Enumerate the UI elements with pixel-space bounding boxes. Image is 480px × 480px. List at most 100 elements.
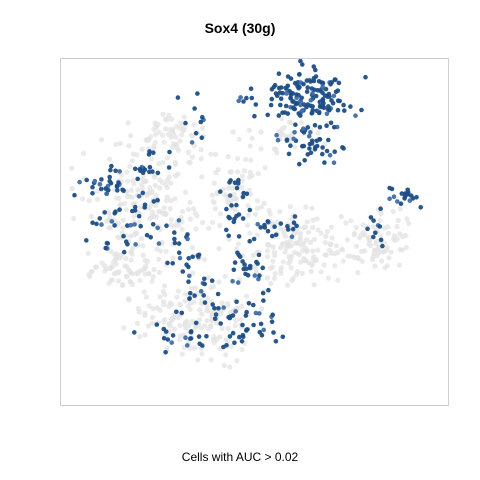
cell-point-high [320, 84, 326, 89]
cell-point-low [391, 233, 397, 239]
cell-point-low [303, 204, 309, 210]
cell-point-high [335, 88, 341, 93]
cell-point-low [137, 334, 143, 340]
cell-point-low [304, 219, 310, 225]
cell-point-low [124, 169, 130, 175]
cell-point-low [114, 253, 120, 259]
cell-point-low [302, 224, 308, 230]
cell-point-low [111, 271, 118, 277]
cell-point-high [313, 93, 319, 99]
cell-point-low [191, 122, 197, 128]
cell-point-high [151, 150, 156, 155]
cell-point-low [301, 240, 307, 246]
cell-point-high [306, 133, 312, 139]
cell-point-high [213, 312, 219, 317]
cell-point-high [117, 169, 122, 174]
cell-point-high [209, 278, 215, 283]
cell-point-low [239, 178, 245, 184]
cell-point-high [99, 177, 104, 182]
cell-point-high [254, 259, 259, 265]
cell-point-low [276, 128, 282, 134]
cell-point-low [169, 116, 175, 122]
cell-point-high [414, 195, 419, 200]
cell-point-high [172, 240, 178, 246]
cell-point-high [328, 120, 334, 126]
cell-point-low [229, 185, 235, 191]
cell-point-low [142, 310, 148, 316]
cell-point-low [130, 177, 136, 184]
cell-point-high [313, 67, 318, 73]
cell-point-low [258, 204, 264, 210]
cell-point-high [309, 110, 315, 116]
cell-point-low [174, 294, 180, 300]
cell-point-low [146, 303, 152, 309]
cell-point-low [206, 225, 212, 231]
cell-point-high [167, 149, 172, 155]
cell-point-low [107, 214, 113, 220]
cell-point-high [186, 256, 191, 261]
cell-point-low [232, 207, 238, 213]
cell-point-low [404, 216, 410, 222]
cell-point-low [264, 248, 271, 254]
cell-point-low [370, 224, 376, 230]
cell-point-high [230, 278, 235, 284]
cell-point-high [94, 221, 99, 227]
cell-point-high [284, 91, 289, 96]
cell-point-high [293, 122, 298, 127]
cell-point-high [232, 260, 238, 265]
cell-point-low [115, 278, 122, 284]
cell-point-high [327, 94, 332, 99]
cell-point-low [149, 188, 155, 194]
cell-point-low [144, 192, 150, 198]
cell-point-low [235, 155, 241, 162]
cell-point-low [232, 323, 238, 329]
cell-point-high [251, 302, 256, 308]
cell-point-high [301, 81, 306, 87]
cell-point-low [182, 298, 188, 304]
cell-point-high [331, 124, 337, 130]
cell-point-high [285, 224, 290, 229]
cell-point-low [69, 185, 75, 192]
cell-point-high [234, 185, 240, 191]
cell-point-high [115, 188, 120, 193]
cell-point-high [109, 163, 114, 169]
cell-point-high [243, 271, 248, 277]
cell-point-low [250, 252, 256, 258]
cell-point-low [168, 222, 174, 228]
cell-point-low [332, 263, 338, 269]
cell-point-low [149, 314, 156, 321]
cell-point-high [320, 151, 325, 157]
cell-point-low [216, 279, 222, 285]
cell-point-low [323, 233, 329, 239]
cell-point-low [177, 301, 183, 308]
cell-point-high [235, 280, 241, 285]
cell-point-low [338, 214, 344, 220]
cell-point-low [179, 132, 185, 138]
cell-point-low [259, 306, 265, 312]
cell-point-low [299, 119, 305, 126]
cell-point-low [199, 311, 205, 317]
cell-point-low [372, 263, 378, 269]
cell-point-high [285, 83, 291, 89]
cell-point-high [284, 137, 290, 143]
cell-point-low [128, 257, 134, 263]
cell-point-low [245, 212, 251, 218]
cell-point-low [328, 242, 334, 248]
cell-point-low [318, 230, 324, 236]
cell-point-low [166, 321, 172, 327]
cell-point-high [113, 168, 118, 174]
cell-point-low [182, 319, 188, 325]
cell-point-low [367, 237, 373, 244]
cell-point-high [274, 132, 279, 138]
cell-point-low [296, 252, 303, 258]
cell-point-high [138, 223, 143, 229]
cell-point-low [348, 218, 354, 224]
cell-point-low [216, 246, 222, 252]
cell-point-high [292, 130, 297, 135]
cell-point-low [157, 307, 163, 313]
cell-point-high [249, 95, 255, 101]
cell-point-high [161, 336, 167, 341]
cell-point-high [332, 149, 338, 154]
cell-point-low [133, 230, 139, 236]
cell-point-low [152, 182, 158, 189]
